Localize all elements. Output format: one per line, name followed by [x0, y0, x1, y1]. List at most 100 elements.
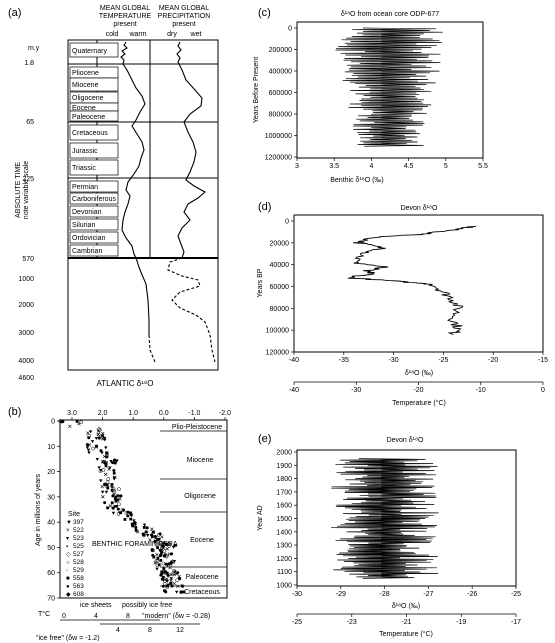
data-point: [158, 554, 162, 558]
data-point: [111, 486, 116, 491]
modern-note: "modern" (δw = -0.28): [142, 613, 210, 620]
data-point: [85, 446, 90, 450]
panel-d-xlabel2: Temperature (°C): [392, 399, 446, 407]
site-label: 558: [73, 575, 84, 582]
data-point: [173, 544, 177, 547]
epoch-label: Paleocene: [185, 574, 218, 581]
data-point: [166, 583, 171, 587]
data-point: [151, 553, 155, 557]
data-point: [160, 544, 164, 548]
site-symbol-icon: ◆: [66, 592, 71, 598]
panel-e-letter: (e): [258, 433, 271, 445]
data-point: [117, 494, 121, 498]
panel-d-y-tick-label: 80000: [270, 306, 290, 313]
panel-e-y-tick-label: 1600: [276, 503, 292, 510]
panel-d-x-tick-label: -25: [438, 357, 448, 364]
temp-scale-cold: cold: [106, 31, 119, 38]
data-point: [110, 482, 114, 486]
panel-d-x-tick-label: -30: [389, 357, 399, 364]
data-point: [163, 589, 166, 593]
data-point: [106, 477, 111, 481]
data-point: [113, 497, 117, 501]
period-label: Cretaceous: [72, 130, 108, 137]
panel-b-top-tick-label: -2.0: [219, 410, 231, 417]
data-point: [109, 459, 113, 463]
data-point: [117, 487, 121, 492]
data-point: [150, 527, 154, 531]
panel-d-y-tick-label: 0: [285, 219, 289, 226]
panel-d-letter: (d): [258, 201, 271, 213]
panel-e-x2-tick-label: -25: [292, 619, 302, 626]
data-point: [141, 532, 145, 536]
data-point: [113, 458, 117, 462]
data-point: [124, 511, 129, 515]
data-point: [169, 578, 173, 583]
possibly-ice-free-label: possibly ice free: [122, 602, 172, 609]
panel-b-frame: [59, 419, 228, 599]
data-point: [170, 584, 174, 588]
panel-c-y-tick-label: 1000000: [265, 133, 292, 140]
panel-b-top-tick-label: 3.0: [67, 410, 77, 417]
data-point: [105, 455, 109, 459]
data-point: [148, 538, 152, 542]
temperature-curve-inferred: [148, 334, 156, 363]
panel-a-footer: ATLANTIC δ¹⁸O: [96, 379, 153, 388]
data-point: [112, 492, 116, 497]
panel-e-y-tick-label: 1300: [276, 543, 292, 550]
period-label: Cambrian: [72, 248, 102, 255]
period-label: Oligocene: [72, 95, 104, 102]
benthic-label: BENTHIC FORAMINIFERA: [92, 541, 178, 548]
data-point: [110, 488, 114, 492]
data-point: [159, 558, 163, 562]
yunit-label: m.y: [28, 45, 40, 52]
ice-sheets-label: ice sheets: [80, 602, 112, 609]
panel-d-x2-tick-label: 0: [541, 387, 545, 394]
data-point: [159, 570, 164, 574]
panel-b: (b) 3.0 2.0 1.0 0.0 -1.0 -2.0 010203040506070…: [8, 406, 231, 642]
data-point: [176, 571, 180, 575]
data-point: [120, 508, 125, 512]
panel-c-x-tick-label: 4.5: [404, 163, 414, 170]
data-point: [168, 565, 172, 570]
period-list: Quaternary Pliocene Miocene Oligocene Eo…: [69, 42, 119, 257]
data-point: [167, 552, 172, 556]
panel-d: (d) Devon δ¹⁸O 0 20000 40000 60000 80000 1000…: [257, 201, 548, 407]
data-point: [112, 477, 116, 481]
data-point: [61, 420, 65, 423]
panel-a-frame: [67, 39, 219, 371]
site-title: Site: [68, 511, 80, 518]
data-point: [146, 534, 150, 538]
precipitation-curve: [176, 41, 206, 259]
data-point: [86, 448, 91, 452]
data-point: [116, 507, 120, 511]
precip-header-1: MEAN GLOBAL: [159, 5, 209, 12]
data-point: [104, 464, 108, 468]
data-point: [103, 438, 107, 442]
period-label: Jurassic: [72, 148, 98, 155]
panel-c-xlabel: Benthic δ¹⁸O (‰): [330, 177, 384, 184]
site-label: 529: [73, 567, 84, 574]
data-point: [177, 577, 182, 581]
data-point: [161, 561, 166, 566]
data-point: [113, 461, 117, 465]
panel-e-x-tick-label: -27: [423, 591, 433, 598]
temp-top-tick: 4: [94, 613, 98, 620]
data-point: [170, 552, 174, 556]
panel-c-y-tick-label: 600000: [269, 90, 292, 97]
data-point: [100, 484, 104, 489]
data-point: [99, 449, 103, 453]
panel-b-y-tick-label: 50: [47, 545, 55, 552]
panel-a-ylabel-1: ABSOLUTE TIME: [15, 162, 22, 218]
data-point: [129, 517, 133, 521]
panel-a-ylabel-2: note variable scale: [23, 161, 30, 219]
data-point: [98, 427, 102, 432]
panel-b-y-tick-label: 70: [47, 596, 55, 603]
temp-header-2: TEMPERATURE: [99, 13, 152, 20]
temp-header-1: MEAN GLOBAL: [100, 5, 150, 12]
panel-e-y-tick-label: 1100: [277, 569, 292, 576]
precipitation-curve-inferred: [167, 257, 216, 363]
temp-top-tick: 0: [62, 613, 66, 620]
period-label: Quaternary: [72, 48, 108, 55]
data-point: [90, 440, 95, 444]
data-point: [166, 573, 170, 577]
